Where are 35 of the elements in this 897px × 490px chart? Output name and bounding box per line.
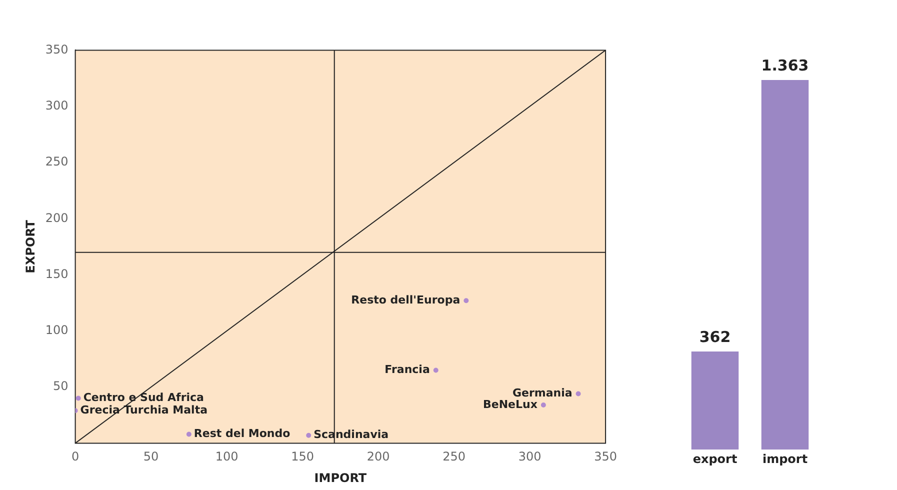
- annotation: Francia: [384, 363, 430, 376]
- x-tick-label: 350: [594, 450, 617, 464]
- x-tick-label: 0: [71, 450, 80, 464]
- point: [76, 396, 81, 401]
- x-tick-label: 100: [215, 450, 238, 464]
- annotation: Grecia Turchia Malta: [80, 403, 208, 416]
- x-tick-label: 150: [291, 450, 314, 464]
- point: [576, 391, 581, 396]
- y-axis-title: EXPORT: [23, 219, 38, 274]
- point: [186, 432, 192, 437]
- x-axis-title: IMPORT: [314, 470, 368, 485]
- y-tick-label: 300: [45, 98, 68, 112]
- annotation: BeNeLux: [482, 398, 538, 411]
- y-tick-label: 350: [45, 42, 68, 56]
- y-tick-label: 100: [45, 323, 68, 338]
- annotation: Centro e Sud Africa: [83, 391, 204, 404]
- y-tick-label: 200: [45, 210, 68, 225]
- y-tick-label: 50: [53, 379, 68, 394]
- data-label: 362: [699, 328, 731, 346]
- point: [464, 298, 469, 304]
- y-tick-label: 250: [45, 154, 68, 169]
- annotation: Rest del Mondo: [194, 427, 291, 440]
- point: [433, 368, 438, 373]
- annotation: Germania: [512, 386, 572, 400]
- point: [540, 402, 546, 408]
- data-label: 1.363: [761, 56, 809, 74]
- x-tick-label: 50: [143, 450, 159, 464]
- x-tick-label: 300: [518, 450, 542, 464]
- x-tick-label: 250: [442, 450, 466, 464]
- annotation: Resto dell'Europa: [351, 293, 460, 306]
- y-tick-label: 150: [45, 266, 68, 281]
- x-tick-label: 200: [366, 450, 390, 464]
- x-tick-label: import: [762, 452, 808, 466]
- point: [306, 432, 312, 438]
- x-tick-label: export: [692, 452, 738, 466]
